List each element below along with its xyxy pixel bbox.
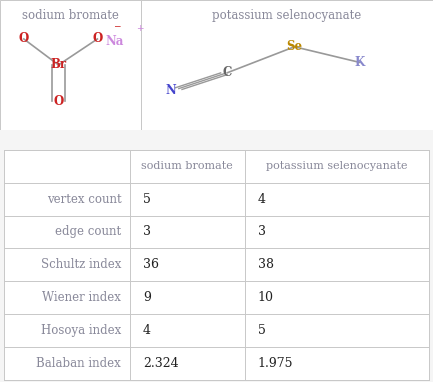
Text: Hosoya index: Hosoya index <box>41 324 121 337</box>
Text: Balaban index: Balaban index <box>36 357 121 370</box>
Text: 10: 10 <box>258 291 274 304</box>
Text: K: K <box>354 56 365 69</box>
Text: sodium bromate: sodium bromate <box>142 161 233 171</box>
Text: 36: 36 <box>143 258 159 271</box>
Text: 5: 5 <box>258 324 265 337</box>
Text: −: − <box>113 21 120 31</box>
Text: +: + <box>136 24 144 33</box>
Text: 4: 4 <box>258 193 265 206</box>
Text: edge count: edge count <box>55 225 121 238</box>
Text: C: C <box>223 66 232 79</box>
Text: sodium bromate: sodium bromate <box>22 9 119 22</box>
Bar <box>0 0 141 130</box>
Text: Se: Se <box>286 40 303 53</box>
Text: N: N <box>166 84 176 97</box>
Text: vertex count: vertex count <box>47 193 121 206</box>
Text: O: O <box>53 95 64 108</box>
Text: potassium selenocyanate: potassium selenocyanate <box>266 161 407 171</box>
Text: 3: 3 <box>143 225 151 238</box>
Text: 3: 3 <box>258 225 265 238</box>
Text: Br: Br <box>50 58 67 71</box>
Text: 9: 9 <box>143 291 151 304</box>
Text: 2.324: 2.324 <box>143 357 178 370</box>
Text: 1.975: 1.975 <box>258 357 293 370</box>
Text: potassium selenocyanate: potassium selenocyanate <box>212 9 362 22</box>
Text: Wiener index: Wiener index <box>42 291 121 304</box>
Text: 5: 5 <box>143 193 151 206</box>
Text: O: O <box>19 32 29 45</box>
Text: Schultz index: Schultz index <box>41 258 121 271</box>
Text: 4: 4 <box>143 324 151 337</box>
Text: Na: Na <box>106 35 124 48</box>
Bar <box>141 0 433 130</box>
Text: 38: 38 <box>258 258 274 271</box>
Text: O: O <box>92 32 103 45</box>
